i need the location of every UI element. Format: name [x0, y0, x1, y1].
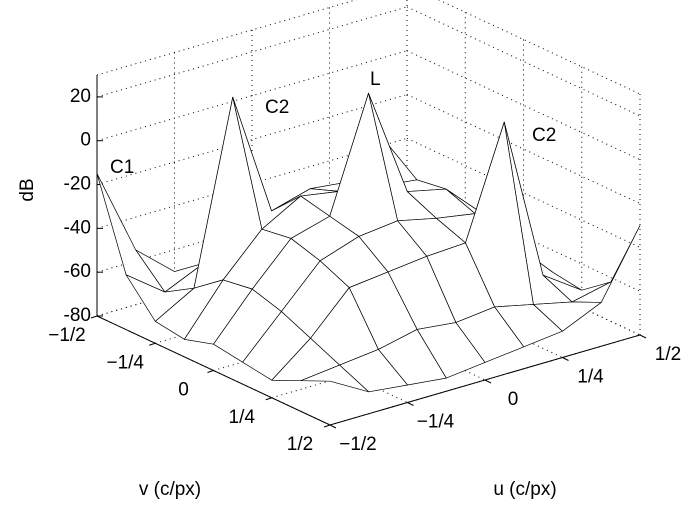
z-axis-label: dB: [17, 178, 38, 201]
grid-line: [96, 6, 408, 98]
y-tick-label: 1/2: [287, 434, 313, 455]
z-tick-label: -40: [64, 217, 91, 238]
x-tick: [329, 424, 337, 429]
y-tick: [207, 370, 214, 373]
y-axis-label: v (c/px): [139, 479, 201, 500]
z-tick-label: -80: [64, 305, 91, 326]
z-tick-label: -20: [64, 174, 91, 195]
z-tick-label: 0: [80, 130, 91, 151]
x-tick-label: 0: [508, 389, 519, 410]
z-tick-label: -60: [64, 261, 91, 282]
x-axis: [329, 334, 641, 426]
x-tick-label: −1/4: [417, 412, 455, 433]
annotation: C2: [265, 97, 289, 118]
z-tick-label: 20: [70, 86, 91, 107]
y-tick: [265, 397, 272, 401]
y-tick: [90, 315, 98, 319]
x-tick-label: 1/2: [655, 344, 681, 365]
y-tick: [323, 424, 331, 428]
y-tick: [149, 342, 156, 346]
x-tick-label: −1/2: [339, 434, 377, 455]
x-tick-label: 1/4: [577, 367, 604, 388]
surface-patch: [300, 364, 370, 393]
x-axis-label: u (c/px): [493, 479, 556, 500]
y-tick-label: 0: [178, 380, 189, 401]
x-tick: [407, 402, 414, 406]
x-tick: [484, 379, 492, 384]
y-axis: [96, 315, 331, 426]
annotation: C2: [532, 125, 556, 146]
y-tick-label: 1/4: [229, 407, 256, 428]
box-edge: [96, 0, 358, 76]
x-tick: [639, 334, 647, 339]
annotation: L: [370, 69, 381, 90]
y-tick-label: −1/4: [106, 352, 144, 373]
annotation: C1: [110, 157, 134, 178]
grid-line: [406, 94, 641, 204]
y-tick-label: −1/2: [48, 325, 86, 346]
x-tick: [562, 357, 569, 361]
